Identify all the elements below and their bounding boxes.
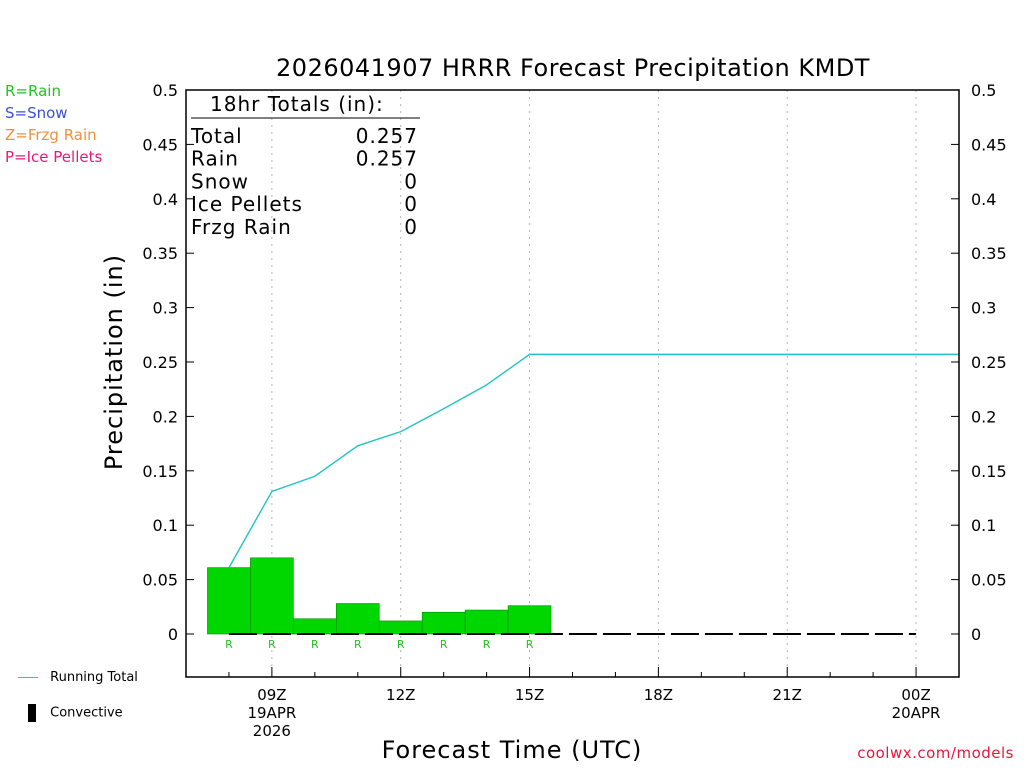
totals-row-label: Snow: [191, 169, 249, 193]
y-tick-label-right: 0: [971, 625, 981, 644]
rain-bar: [507, 605, 552, 635]
precip-type-label: R: [483, 638, 491, 651]
running-total-series: [228, 353, 959, 568]
convective-legend: Convective: [28, 704, 123, 722]
running-total-line: [228, 353, 959, 568]
precip-type-label: R: [268, 638, 276, 651]
rain-bar: [464, 609, 509, 635]
y-tick-label-left: 0.45: [142, 135, 178, 154]
y-tick-label-right: 0.4: [971, 190, 996, 209]
chart-title: 2026041907 HRRR Forecast Precipitation K…: [276, 54, 870, 82]
convective-legend-label: Convective: [50, 705, 123, 721]
precip-type-label: R: [440, 638, 448, 651]
totals-row-label: Frzg Rain: [191, 215, 292, 239]
x-tick-label: 21Z: [773, 686, 802, 704]
rain-bar: [421, 611, 466, 635]
totals-heading: 18hr Totals (in):: [210, 92, 384, 116]
totals-row-label: Rain: [191, 147, 239, 171]
y-tick-label-right: 0.3: [971, 299, 996, 318]
totals-row-value: 0.257: [356, 147, 418, 171]
y-tick-label-left: 0.15: [142, 462, 178, 481]
running-total-legend: Running Total: [18, 670, 138, 685]
running-total-legend-label: Running Total: [50, 670, 138, 685]
y-tick-label-right: 0.25: [971, 353, 1007, 372]
y-tick-label-left: 0.2: [153, 407, 178, 426]
x-tick-label: 09Z: [257, 686, 286, 704]
totals-row-value: 0: [404, 215, 418, 239]
y-tick-label-left: 0.4: [153, 190, 178, 209]
x-tick-label: 00Z: [901, 686, 930, 704]
totals-row-label: Total: [190, 124, 243, 148]
rain-bar: [378, 620, 423, 635]
totals-row-value: 0: [404, 169, 418, 193]
precip-type-label: R: [397, 638, 405, 651]
precip-type-label: R: [225, 638, 233, 651]
totals-row-value: 0.257: [356, 124, 418, 148]
x-tick-label: 20APR: [892, 704, 941, 722]
x-tick-label: 12Z: [386, 686, 415, 704]
precip-type-label: R: [311, 638, 319, 651]
y-tick-label-right: 0.2: [971, 407, 996, 426]
rain-bar: [250, 557, 294, 635]
x-tick-label: 15Z: [515, 686, 544, 704]
y-axis-label: Precipitation (in): [100, 254, 128, 470]
y-tick-label-left: 0.1: [153, 516, 178, 535]
y-tick-label-right: 0.5: [971, 81, 996, 100]
totals-row-label: Ice Pellets: [191, 192, 303, 216]
legend-frzg-rain: Z=Frzg Rain: [5, 126, 97, 144]
precip-type-label: R: [354, 638, 362, 651]
credit-link[interactable]: coolwx.com/models: [857, 744, 1014, 762]
y-tick-label-right: 0.35: [971, 244, 1007, 263]
totals-box: 18hr Totals (in): Total 0.257 Rain 0.257 Snow…: [190, 92, 420, 239]
y-tick-label-right: 0.15: [971, 462, 1007, 481]
x-tick-label: 18Z: [644, 686, 673, 704]
y-tick-label-left: 0.25: [142, 353, 178, 372]
axes: [185, 89, 960, 678]
y-tick-label-left: 0.35: [142, 244, 178, 263]
legend-ice-pellets: P=Ice Pellets: [5, 148, 103, 166]
convective-bar-icon: [28, 704, 36, 722]
legend-rain: R=Rain: [5, 82, 61, 100]
y-tick-label-right: 0.1: [971, 516, 996, 535]
y-tick-label-right: 0.05: [971, 571, 1007, 590]
y-tick-label-left: 0: [168, 625, 178, 644]
plot-frame: [185, 89, 960, 678]
x-tick-label: 19APR: [247, 704, 296, 722]
x-tick-label: 2026: [253, 722, 291, 740]
precip-type-legend: R=Rain S=Snow Z=Frzg Rain P=Ice Pellets: [5, 80, 102, 168]
y-tick-label-left: 0.05: [142, 571, 178, 590]
x-axis-label: Forecast Time (UTC): [382, 736, 643, 764]
rain-bar: [336, 603, 380, 635]
y-tick-label-left: 0.3: [153, 299, 178, 318]
rain-bar: [293, 618, 337, 635]
totals-row-value: 0: [404, 192, 418, 216]
running-total-line-icon: [18, 677, 38, 678]
y-tick-label-left: 0.5: [153, 81, 178, 100]
precip-type-label: R: [526, 638, 534, 651]
rain-bar: [207, 567, 251, 635]
tick-labels: 0 00.05 0.050.1 0.10.15 0.150.2 0.20.25 0.250.…: [142, 81, 1006, 740]
legend-snow: S=Snow: [5, 104, 68, 122]
y-tick-label-right: 0.45: [971, 135, 1007, 154]
grid-lines: [271, 90, 917, 677]
